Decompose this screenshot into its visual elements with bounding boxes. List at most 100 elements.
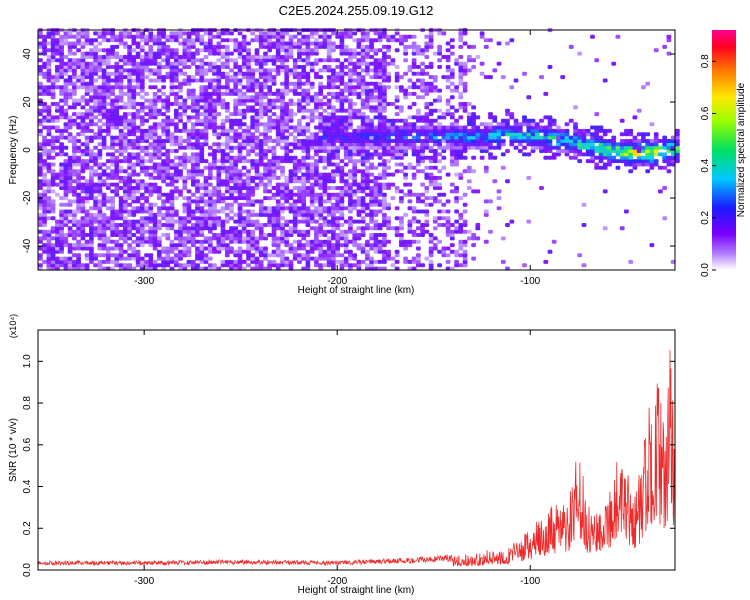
spectrogram-cell [101, 196, 107, 201]
spectrogram-cell [416, 256, 421, 261]
spectrogram-cell [220, 91, 226, 96]
spectrogram-cell [152, 155, 158, 160]
spectrogram-cell [97, 162, 103, 167]
spectrogram-cell [241, 132, 247, 137]
spectrogram-cell [416, 145, 421, 150]
spectrogram-cell [288, 229, 294, 234]
spectrogram-cell [301, 189, 307, 194]
spectrogram-cell [224, 128, 230, 133]
spectrogram-cell [331, 125, 336, 130]
spectrogram-cell [93, 31, 98, 36]
spectrogram-cell [212, 189, 217, 194]
spectrogram-cell [373, 38, 379, 43]
spectrogram-cell [131, 219, 137, 224]
spectrogram-cell [203, 128, 209, 133]
spectrogram-cell [89, 118, 94, 123]
spectrogram-cell [466, 132, 472, 137]
spectrogram-cell [76, 34, 81, 39]
spectrogram-cell [254, 239, 260, 244]
spectrogram-cell [152, 102, 158, 106]
spectrogram-cell [114, 186, 120, 190]
spectrogram-cell [297, 145, 302, 150]
spectrogram-cell [475, 226, 481, 231]
spectrogram-cell [488, 152, 493, 157]
spectrogram-cell [301, 162, 307, 167]
spectrogram-cell [89, 108, 94, 113]
spectrogram-cell [356, 243, 362, 248]
spectrogram-cell [454, 162, 459, 167]
spectrogram-cell [207, 239, 213, 244]
spectrogram-cell [241, 202, 247, 207]
spectrogram-cell [271, 219, 277, 224]
spectrogram-cell [309, 48, 315, 53]
spectrogram-cell [428, 246, 434, 251]
spectrogram-cell [373, 199, 379, 204]
spectrogram-cell [246, 128, 251, 133]
spectrogram-cell [343, 219, 349, 224]
spectrogram-cell [105, 71, 111, 76]
spectrogram-cell [335, 128, 341, 133]
spectrogram-cell [365, 102, 370, 106]
spectrogram-cell [267, 105, 273, 110]
spectrogram-cell [403, 243, 408, 248]
spectrogram-cell [212, 61, 217, 66]
spectrogram-cell [144, 105, 149, 110]
spectrogram-cell [165, 192, 171, 197]
spectrogram-cell [67, 61, 73, 66]
spectrogram-cell [301, 105, 307, 110]
spectrogram-cell [97, 233, 103, 237]
spectrogram-cell [152, 139, 158, 143]
spectrogram-cell [250, 239, 256, 244]
spectrogram-cell [182, 31, 188, 36]
spectrogram-cell [127, 196, 132, 201]
spectrogram-cell [403, 128, 408, 133]
spectrogram-cell [84, 223, 90, 227]
spectrogram-cell [314, 226, 319, 231]
spectrogram-cell [63, 263, 69, 268]
spectrogram-cell [182, 41, 188, 46]
spectrogram-cell [267, 196, 273, 201]
spectrogram-cell [297, 41, 302, 46]
spectrogram-cell [190, 125, 196, 130]
spectrogram-cell [280, 202, 285, 207]
spectrogram-cell [139, 75, 145, 80]
spectrogram-cell [139, 182, 145, 187]
spectrogram-cell [305, 98, 311, 103]
spectrogram-cell [322, 85, 328, 90]
spectrogram-cell [135, 189, 141, 194]
spectrogram-cell [101, 226, 107, 231]
spectrogram-cell [377, 175, 383, 180]
spectrogram-cell [271, 118, 277, 123]
spectrogram-cell [50, 263, 56, 268]
spectrogram-cell [386, 149, 391, 153]
spectrogram-cell [258, 71, 264, 76]
spectrogram-cell [89, 246, 94, 251]
spectrogram-cell [105, 172, 111, 177]
spectrogram-cell [139, 165, 145, 170]
spectrogram-cell [428, 165, 434, 170]
spectrogram-cell [271, 155, 277, 160]
spectrogram-cell [93, 108, 98, 113]
spectrogram-cell [46, 91, 52, 96]
spectrogram-cell [301, 41, 307, 46]
spectrogram-cell [207, 192, 213, 197]
spectrogram-cell [224, 172, 230, 177]
spectrogram-cell [190, 98, 196, 103]
spectrogram-cell [156, 189, 162, 194]
spectrogram-cell [203, 219, 209, 224]
spectrogram-cell [382, 253, 387, 258]
spectrogram-cell [220, 152, 226, 157]
spectrogram-cell [131, 226, 137, 231]
spectrogram-cell [275, 125, 281, 130]
spectrogram-cell [318, 226, 324, 231]
spectrogram-cell [297, 85, 302, 90]
spectrogram-cell [105, 219, 111, 224]
spectrogram-cell [424, 155, 430, 160]
spectrogram-cell [246, 202, 251, 207]
spectrogram-cell [182, 61, 188, 66]
spectrogram-cell [76, 229, 81, 234]
spectrogram-cell [377, 85, 383, 90]
spectrogram-cell [258, 263, 264, 268]
spectrogram-cell [241, 159, 247, 164]
spectrogram-cell [224, 118, 230, 123]
